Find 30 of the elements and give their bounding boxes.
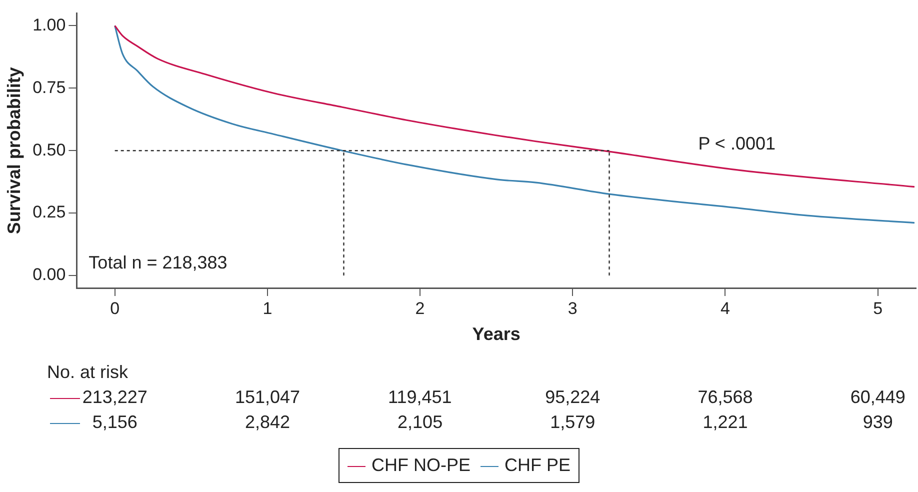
- x-tick-label: 1: [262, 298, 272, 318]
- y-tick-label: 0.50: [32, 140, 66, 160]
- text: 119,451: [388, 387, 452, 408]
- text: 151,047: [234, 387, 300, 408]
- y-tick-label: 0.00: [32, 265, 66, 284]
- text: No. at risk: [47, 362, 128, 383]
- x-tick-label: 5: [873, 298, 883, 318]
- text: 2,105: [398, 412, 443, 433]
- text: 76,568: [698, 387, 753, 408]
- legend-label: CHF NO-PE: [370, 455, 470, 476]
- text: 213,227: [82, 387, 148, 408]
- x-axis-title: Years: [472, 324, 520, 344]
- text: 1,221: [702, 412, 748, 433]
- text: 95,224: [545, 387, 600, 408]
- text: 5,156: [92, 412, 138, 433]
- text: 60,449: [850, 387, 906, 408]
- x-tick-label: 3: [568, 298, 578, 318]
- x-tick-label: 0: [110, 298, 120, 318]
- y-tick-label: 0.25: [32, 202, 66, 222]
- x-tick-label: 4: [720, 298, 730, 318]
- annotation: Total n = 218,383: [88, 252, 228, 272]
- text: 1,579: [550, 412, 596, 433]
- y-tick-label: 0.75: [32, 78, 66, 97]
- annotation: P < .0001: [698, 134, 776, 154]
- x-tick-label: 2: [415, 298, 425, 318]
- y-tick-label: 1.00: [32, 15, 66, 34]
- text: 939: [862, 412, 893, 433]
- legend-label: CHF PE: [504, 455, 571, 476]
- text: 2,842: [244, 412, 290, 433]
- y-axis-title: Survival probability: [4, 67, 24, 234]
